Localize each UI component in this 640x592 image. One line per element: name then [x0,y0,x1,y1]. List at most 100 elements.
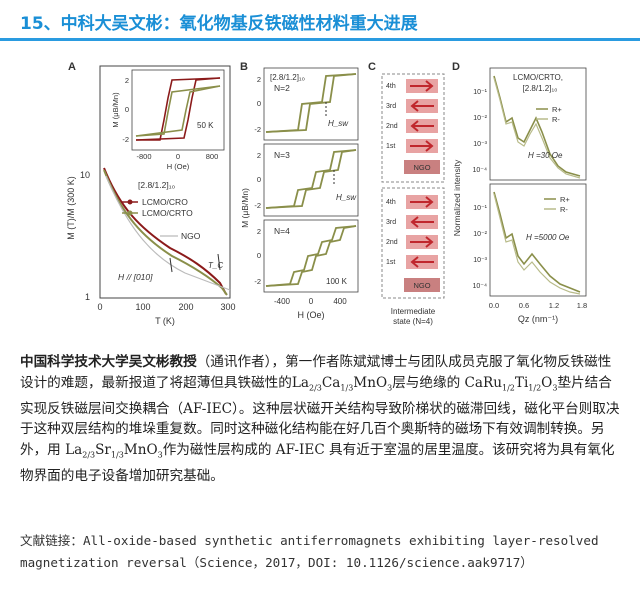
svg-text:2: 2 [257,75,261,84]
panel-a-xtick-300: 300 [220,302,235,312]
svg-text:3rd: 3rd [386,219,396,226]
svg-text:10⁻¹: 10⁻¹ [473,89,487,96]
svg-text:R-: R- [560,205,568,214]
svg-text:-2: -2 [254,201,261,210]
svg-text:2nd: 2nd [386,239,398,246]
svg-text:N=2: N=2 [274,83,290,93]
panel-a-frame [99,65,231,299]
svg-text:2: 2 [257,227,261,236]
svg-text:0: 0 [257,175,261,184]
legend-lcmo-crto: LCMO/CRTO [142,208,193,218]
svg-text:H_sw: H_sw [328,119,349,128]
svg-text:1.2: 1.2 [549,301,559,310]
svg-text:[2.8/1.2]₁₀: [2.8/1.2]₁₀ [270,73,305,82]
science-figure: A M (T)/M (300 K) 10 1 0 100 200 300 T (… [66,61,587,326]
svg-text:800: 800 [206,152,219,161]
svg-text:4th: 4th [386,199,396,206]
panel-d-sample-2: [2.8/1.2]₁₀ [523,84,558,93]
panel-d-ylabel: Normalized intensity [452,159,462,236]
svg-text:N=3: N=3 [274,150,290,160]
svg-text:0: 0 [257,99,261,108]
author-name: 中国科学技术大学吴文彬教授 [20,354,197,370]
panel-a-ylabel: M (T)/M (300 K) [66,176,76,240]
panel-a-xtick-0: 0 [97,302,102,312]
panel-b-sub-2 [263,143,359,217]
legend-lcmo-cro: LCMO/CRO [142,197,188,207]
panel-d-xlabel: Qz (nm⁻¹) [518,314,558,324]
tc-arrow-1 [217,253,221,271]
panel-a-legend-title: [2.8/1.2]₁₀ [138,180,176,190]
panel-a-xtick-200: 200 [178,302,193,312]
panel-d-field-bottom: H =5000 Oe [526,233,570,242]
panel-a-ytick-10: 10 [80,170,90,180]
svg-text:10⁻³: 10⁻³ [473,257,487,264]
svg-text:0: 0 [309,297,314,306]
reflectivity-top-minus [493,77,581,179]
svg-text:NGO: NGO [413,281,430,290]
panel-a-label: A [68,61,76,73]
svg-text:-2: -2 [122,135,129,144]
lcmo-cro-curve [103,167,227,295]
svg-text:10⁻⁴: 10⁻⁴ [473,283,488,290]
svg-text:NGO: NGO [413,163,430,172]
lcmo-crto-curve [103,169,228,296]
svg-text:0: 0 [257,251,261,260]
layer-stack-bottom: 4th 3rd 2nd 1st NGO [381,187,445,299]
panel-b-sub-1 [263,67,359,141]
svg-text:R-: R- [552,115,560,124]
svg-text:400: 400 [333,297,347,306]
panel-d-label: D [452,61,460,73]
reference-link: 文献链接：All-oxide‐based synthetic antiferro… [20,533,599,570]
header-divider [0,38,640,41]
svg-text:R+: R+ [552,105,562,114]
svg-text:10⁻⁴: 10⁻⁴ [473,167,488,174]
panel-b-ylabel: M (μB/Mn) [240,188,250,228]
panel-b: B M (μB/Mn) [2.8/1.2]₁₀ N=2 H_sw N=3 H_s… [240,61,359,320]
svg-text:2: 2 [125,76,129,85]
panel-c: C 4th 3rd 2nd 1st NGO 4th 3rd 2nd 1st NG… [368,61,445,326]
svg-text:0: 0 [176,152,180,161]
svg-text:1st: 1st [386,259,395,266]
panel-a-xlabel: T (K) [155,316,175,326]
reflectivity-bottom-plus [493,191,581,293]
panel-a-xtick-100: 100 [135,302,150,312]
inset-temp: 50 K [197,121,214,130]
panel-b-sub-3 [263,219,359,293]
svg-text:3rd: 3rd [386,103,396,110]
svg-text:2nd: 2nd [386,123,398,130]
panel-c-caption-2: state (N=4) [393,317,433,326]
svg-text:-800: -800 [136,152,151,161]
page-title: 15、中科大吴文彬：氧化物基反铁磁性材料重大进展 [20,14,418,34]
svg-text:10⁻²: 10⁻² [473,115,487,122]
svg-text:10⁻³: 10⁻³ [473,141,487,148]
panel-a: A M (T)/M (300 K) 10 1 0 100 200 300 T (… [66,61,236,326]
svg-text:H_sw: H_sw [336,193,357,202]
panel-d-top-frame [489,67,587,181]
svg-text:2: 2 [257,151,261,160]
author-role: （通讯作者） [196,354,272,370]
legend-ngo: NGO [181,231,201,241]
svg-text:1.8: 1.8 [577,301,587,310]
tc-arrow-2 [169,257,173,273]
panel-a-ytick-1: 1 [85,292,90,302]
svg-text:0.6: 0.6 [519,301,529,310]
svg-text:10⁻¹: 10⁻¹ [473,205,487,212]
reflectivity-bottom-minus [493,193,581,295]
layer-stack-top: 4th 3rd 2nd 1st NGO [381,73,445,183]
panel-c-caption-1: Intermediate [391,307,436,316]
field-direction-note: H // [010] [118,272,153,282]
panel-d-field-top: H =30 Oe [528,151,563,160]
panel-a-inset: M (μB/Mn) 2 0 -2 -800 0 800 H (Oe) 50 K [111,69,225,171]
panel-d: D Normalized intensity 10⁻¹ 10⁻² 10⁻³ 10… [452,61,587,324]
svg-text:0.0: 0.0 [489,301,499,310]
panel-d-sample-1: LCMO/CRTO, [513,73,563,82]
inset-xlabel: H (Oe) [167,162,190,171]
panel-c-label: C [368,61,376,73]
header-bar: 15、中科大吴文彬：氧化物基反铁磁性材料重大进展 [0,0,640,41]
svg-text:R+: R+ [560,195,570,204]
ngo-curve [105,175,231,291]
svg-text:10⁻²: 10⁻² [473,231,487,238]
panel-b-xlabel: H (Oe) [298,310,325,320]
panel-b-temp: 100 K [326,277,348,286]
svg-text:-2: -2 [254,277,261,286]
